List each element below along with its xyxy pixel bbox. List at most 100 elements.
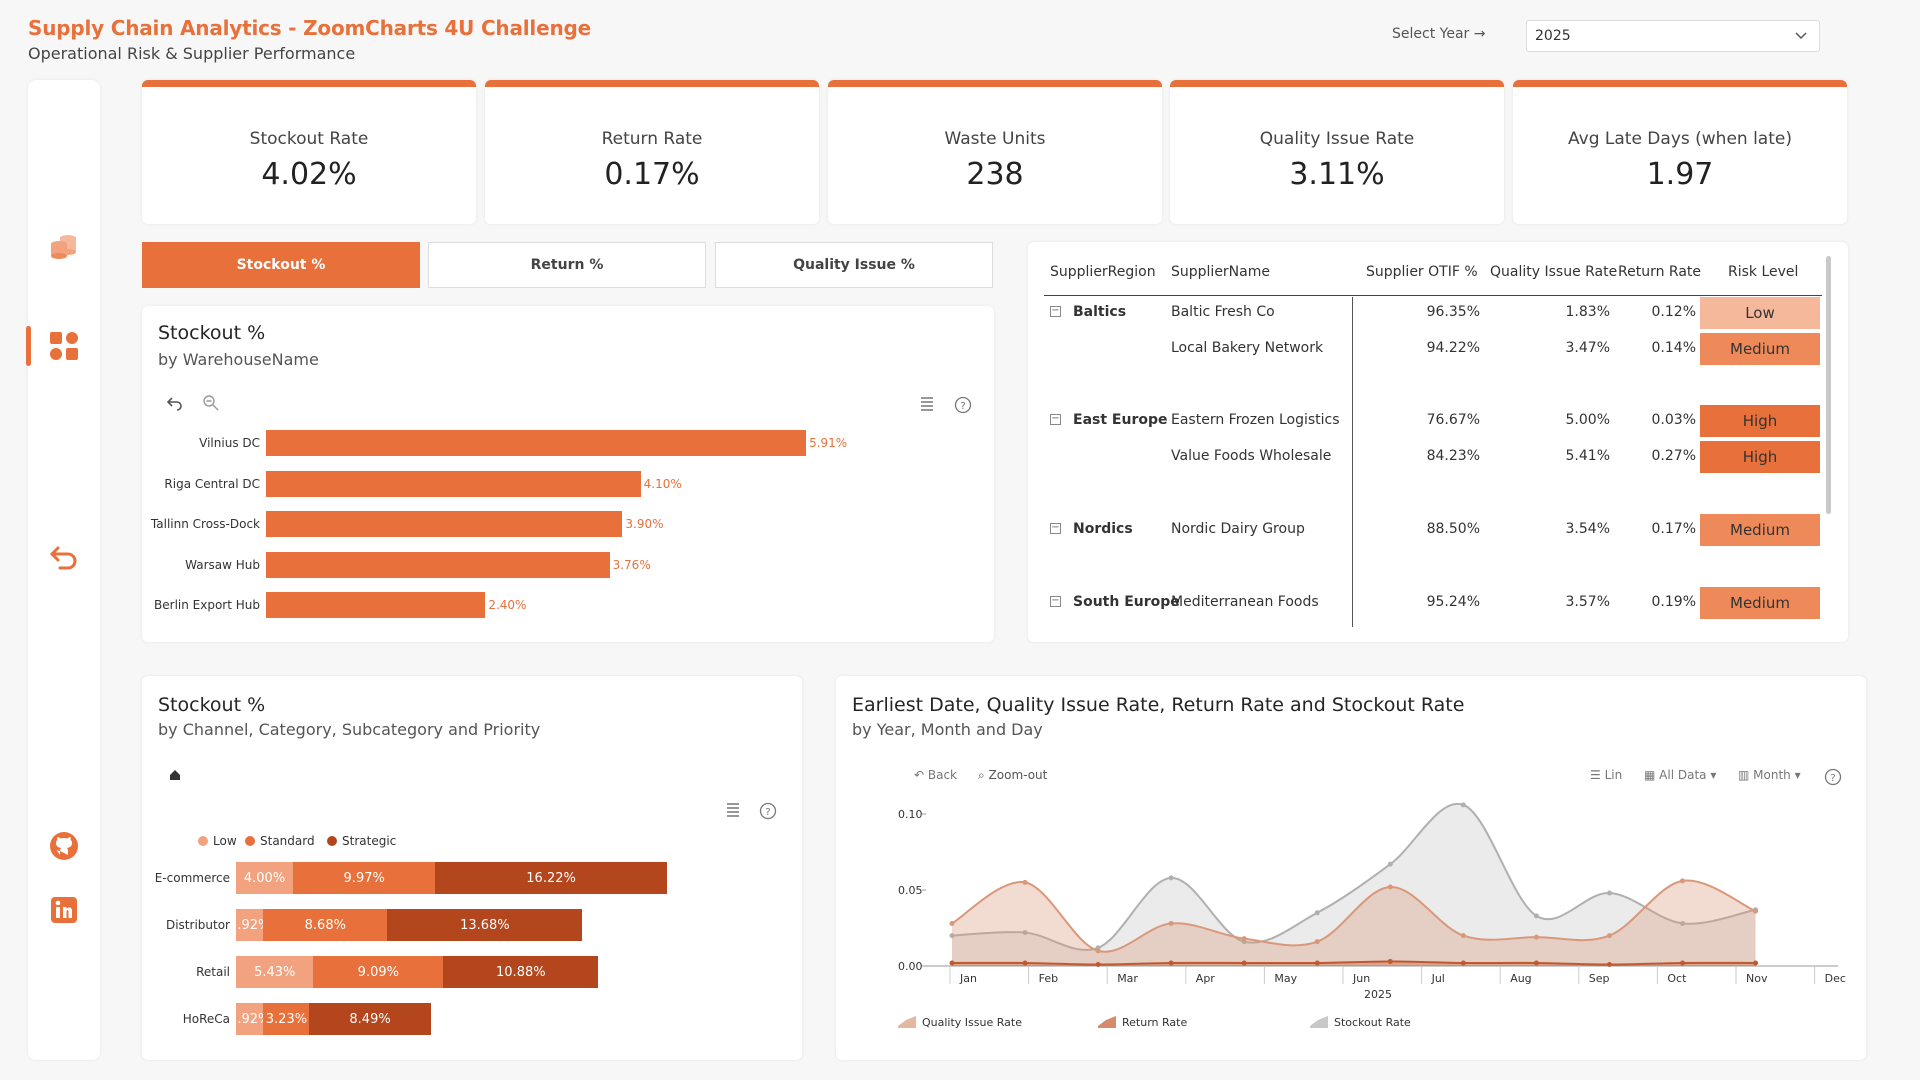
undo-icon[interactable] xyxy=(46,538,82,574)
risk-level-badge: Medium xyxy=(1700,587,1820,619)
supplier-name-cell: Local Bakery Network xyxy=(1171,340,1324,356)
legend-item[interactable]: Low xyxy=(198,834,237,848)
data-point xyxy=(1533,934,1539,940)
legend-label: Quality Issue Rate xyxy=(922,1016,1022,1029)
help-icon[interactable]: ? xyxy=(1824,768,1842,786)
data-point xyxy=(1679,960,1685,966)
bar[interactable] xyxy=(266,511,623,537)
legend-label: Return Rate xyxy=(1122,1016,1187,1029)
quality-issue-cell: 5.00% xyxy=(1565,412,1610,428)
collapse-toggle[interactable]: − xyxy=(1050,305,1061,317)
active-indicator xyxy=(26,326,31,366)
col-header-risk[interactable]: Risk Level xyxy=(1728,264,1799,280)
legend-dot xyxy=(198,836,208,846)
bar-value-label: 4.10% xyxy=(643,476,682,491)
app-title: Supply Chain Analytics - ZoomCharts 4U C… xyxy=(28,16,591,40)
help-icon[interactable]: ? xyxy=(759,802,777,820)
svg-text:?: ? xyxy=(765,807,770,818)
data-range-button[interactable]: ▦ All Data ▾ xyxy=(1644,768,1716,782)
stacked-segment[interactable]: 4.00% xyxy=(236,862,294,894)
x-tick-label: Jan xyxy=(959,972,977,985)
list-icon[interactable] xyxy=(918,394,936,412)
back-icon: ↶ xyxy=(914,768,928,782)
data-point xyxy=(1753,908,1759,914)
back-button[interactable]: ↶ Back xyxy=(914,768,957,782)
table-scrollbar[interactable] xyxy=(1826,256,1831,514)
collapse-toggle[interactable]: − xyxy=(1050,522,1061,534)
calendar-icon: ▦ xyxy=(1644,768,1660,782)
bar[interactable] xyxy=(266,592,486,618)
caret-down-icon: ▾ xyxy=(1790,768,1801,782)
quality-issue-cell: 5.41% xyxy=(1565,448,1610,464)
col-header-qir[interactable]: Quality Issue Rate xyxy=(1490,264,1618,280)
bar-category-label: Vilnius DC xyxy=(199,436,260,450)
stacked-segment[interactable]: 8.68% xyxy=(263,909,388,941)
col-header-name[interactable]: SupplierName xyxy=(1171,264,1270,280)
legend-item[interactable]: Strategic xyxy=(327,834,396,848)
bar[interactable] xyxy=(266,551,610,578)
col-header-otif[interactable]: Supplier OTIF % xyxy=(1366,264,1478,280)
svg-text:?: ? xyxy=(960,401,965,412)
x-tick-label: Apr xyxy=(1196,972,1216,985)
stacked-segment[interactable]: 1.92% xyxy=(229,909,270,941)
stacked-segment[interactable]: 13.68% xyxy=(387,909,583,941)
help-icon[interactable]: ? xyxy=(954,396,972,414)
data-point xyxy=(1022,930,1028,936)
otif-cell: 88.50% xyxy=(1426,521,1480,537)
collapse-toggle[interactable]: − xyxy=(1050,413,1061,425)
github-icon[interactable] xyxy=(46,828,82,864)
data-point xyxy=(1168,960,1174,966)
tab-stockout[interactable]: Stockout % xyxy=(142,242,420,288)
period-button[interactable]: ▥ Month ▾ xyxy=(1738,768,1801,782)
database-icon[interactable] xyxy=(46,228,82,264)
stacked-segment[interactable]: 10.88% xyxy=(443,956,599,988)
x-tick-label: May xyxy=(1274,972,1297,985)
stacked-segment[interactable]: 1.92% xyxy=(229,1003,270,1035)
bar-category-label: Warsaw Hub xyxy=(185,557,260,572)
series-area xyxy=(952,961,1756,966)
return-rate-cell: 0.27% xyxy=(1651,448,1696,464)
channel-label: Retail xyxy=(196,965,230,979)
return-rate-cell: 0.17% xyxy=(1651,521,1696,537)
kpi-value: 3.11% xyxy=(1289,157,1385,192)
tab-quality-issue[interactable]: Quality Issue % xyxy=(715,242,993,288)
data-point xyxy=(1606,890,1612,896)
stacked-segment[interactable]: 3.23% xyxy=(263,1003,310,1035)
chevron-down-icon xyxy=(1795,32,1807,40)
stacked-segment[interactable]: 9.97% xyxy=(293,862,436,894)
bar-value-label: 5.91% xyxy=(809,436,848,450)
supplier-name-cell: Eastern Frozen Logistics xyxy=(1171,412,1340,428)
stacked-segment[interactable]: 5.43% xyxy=(236,956,314,988)
return-rate-cell: 0.12% xyxy=(1651,304,1696,320)
legend-dot xyxy=(245,836,255,846)
list-icon[interactable] xyxy=(724,800,742,818)
col-header-rr[interactable]: Return Rate xyxy=(1618,264,1702,280)
x-tick-label: Mar xyxy=(1117,972,1138,985)
risk-level-badge: Medium xyxy=(1700,514,1820,546)
stacked-segment[interactable]: 9.09% xyxy=(313,956,444,988)
linkedin-icon[interactable] xyxy=(46,892,82,928)
x-tick-label: Jun xyxy=(1352,972,1370,985)
bar[interactable] xyxy=(266,430,807,456)
back-icon[interactable] xyxy=(166,394,184,412)
bar[interactable] xyxy=(266,470,641,497)
col-header-region[interactable]: SupplierRegion xyxy=(1050,264,1156,280)
zoom-out-button[interactable]: ⌕ Zoom-out xyxy=(978,768,1047,783)
dashboard-icon[interactable] xyxy=(46,328,82,364)
year-value: 2025 xyxy=(1535,28,1571,44)
collapse-toggle[interactable]: − xyxy=(1050,595,1061,607)
stacked-segment[interactable]: 8.49% xyxy=(309,1003,431,1035)
data-point xyxy=(1314,960,1320,966)
year-dropdown[interactable]: 2025 xyxy=(1526,20,1820,52)
scale-button[interactable]: ☰ Lin xyxy=(1590,768,1622,782)
zoom-out-icon[interactable] xyxy=(202,394,220,412)
data-point xyxy=(949,960,955,966)
legend-item[interactable]: Standard xyxy=(245,834,315,848)
kpi-label: Quality Issue Rate xyxy=(1259,129,1415,149)
kpi-quality-issue-rate: Quality Issue Rate 3.11% xyxy=(1170,80,1504,224)
stacked-segment[interactable]: 16.22% xyxy=(435,862,667,894)
tab-return[interactable]: Return % xyxy=(428,242,706,288)
year-label: 2025 xyxy=(1364,988,1392,1001)
kpi-label: Return Rate xyxy=(601,129,703,149)
home-icon[interactable] xyxy=(166,766,184,784)
